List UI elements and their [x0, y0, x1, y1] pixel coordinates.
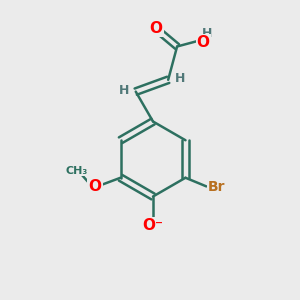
- Text: Br: Br: [208, 180, 226, 194]
- Text: O⁻: O⁻: [142, 218, 164, 233]
- Text: H: H: [202, 27, 212, 40]
- Text: O: O: [150, 21, 163, 36]
- Text: O: O: [197, 35, 210, 50]
- Text: H: H: [119, 84, 130, 97]
- Text: H: H: [174, 72, 185, 85]
- Text: CH₃: CH₃: [66, 166, 88, 176]
- Text: O: O: [88, 179, 102, 194]
